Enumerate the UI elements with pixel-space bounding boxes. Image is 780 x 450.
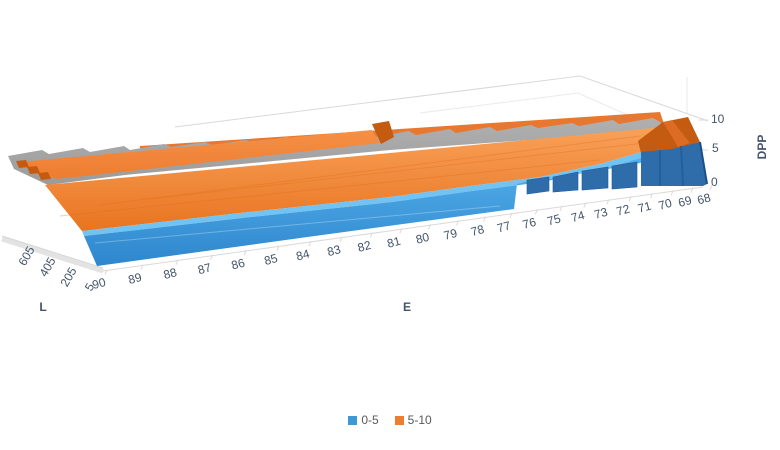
x-tick bbox=[483, 216, 487, 222]
x-tick bbox=[534, 209, 538, 215]
x-tick bbox=[606, 199, 610, 205]
z-axis-label: 5 bbox=[712, 141, 719, 155]
surface-end-cap-blue bbox=[641, 142, 707, 186]
depth-axis-title: L bbox=[39, 300, 46, 314]
z-axis-title: DPP bbox=[755, 135, 769, 160]
x-axis-line bbox=[102, 186, 704, 272]
surface bbox=[8, 112, 708, 266]
x-axis-label: 90 bbox=[91, 275, 108, 292]
legend-label: 5-10 bbox=[407, 413, 432, 427]
x-axis-label: 81 bbox=[386, 234, 403, 251]
x-axis-label: 88 bbox=[162, 265, 179, 282]
surface-band-0-5 bbox=[84, 156, 649, 266]
x-axis-label: 78 bbox=[469, 222, 486, 239]
z-axis-labels: 0 5 10 bbox=[711, 112, 725, 189]
chart-legend: 0-5 5-10 bbox=[0, 413, 780, 427]
x-tick bbox=[243, 249, 247, 256]
x-axis-label: 71 bbox=[636, 199, 653, 216]
surface-band-boundary-highlight bbox=[82, 151, 647, 236]
x-tick bbox=[690, 187, 694, 193]
surface-slope-streaks bbox=[59, 135, 646, 217]
x-axis-label: 68 bbox=[696, 190, 713, 207]
x-axis-label: 86 bbox=[230, 256, 247, 273]
z-axis-label: 0 bbox=[711, 175, 718, 189]
floor-edge bbox=[1, 235, 104, 274]
legend-swatch-icon bbox=[394, 415, 404, 425]
x-tick bbox=[308, 240, 312, 247]
x-axis-ticks bbox=[104, 184, 713, 275]
x-axis-label: 75 bbox=[546, 211, 563, 228]
x-axis-label: 83 bbox=[326, 242, 343, 259]
legend-item-5-10[interactable]: 5-10 bbox=[394, 413, 432, 427]
legend-label: 0-5 bbox=[361, 413, 379, 427]
surface-gray-plateau bbox=[8, 118, 666, 185]
x-tick bbox=[140, 264, 144, 270]
surface-band-5-10 bbox=[45, 127, 664, 231]
x-tick bbox=[104, 269, 108, 275]
surface-end-cap-right-edge bbox=[699, 141, 708, 185]
x-tick bbox=[709, 184, 713, 191]
x-axis-label: 84 bbox=[295, 246, 312, 263]
x-tick bbox=[456, 220, 459, 226]
x-tick bbox=[428, 224, 432, 230]
x-tick bbox=[369, 232, 373, 238]
x-tick bbox=[276, 245, 280, 251]
surface-blue-streak bbox=[94, 205, 501, 244]
x-tick bbox=[559, 205, 563, 212]
x-axis-label: 77 bbox=[496, 218, 513, 235]
surface-end-cap-orange-sheen bbox=[663, 120, 690, 147]
x-axis-label: 80 bbox=[414, 230, 431, 247]
surface-valley-endcap-dark-orange bbox=[372, 121, 394, 144]
x-axis-label: 70 bbox=[657, 196, 674, 213]
depth-axis-label: 205 bbox=[57, 265, 79, 290]
x-axis-label: 87 bbox=[196, 260, 213, 277]
x-tick bbox=[670, 190, 674, 196]
x-axis-label: 85 bbox=[263, 251, 280, 268]
z-axis-label: 10 bbox=[711, 112, 725, 126]
x-axis-label: 72 bbox=[615, 202, 632, 219]
x-axis-label: 76 bbox=[521, 215, 538, 232]
legend-item-0-5[interactable]: 0-5 bbox=[348, 413, 379, 427]
x-tick bbox=[583, 202, 587, 208]
x-axis-label: 74 bbox=[570, 208, 587, 225]
x-axis-label: 89 bbox=[127, 270, 144, 287]
x-tick bbox=[175, 259, 179, 265]
x-tick bbox=[339, 236, 343, 242]
surface-steps bbox=[526, 161, 638, 195]
x-tick bbox=[210, 254, 214, 260]
x-axis-label: 73 bbox=[593, 205, 610, 222]
x-axis-labels: 90 89 88 87 86 85 84 83 82 81 80 79 78 77 76 75 74 73 72 71… bbox=[91, 190, 713, 292]
x-tick bbox=[399, 228, 403, 234]
x-tick bbox=[509, 212, 513, 219]
x-axis-title: E bbox=[403, 300, 411, 314]
x-axis-label: 79 bbox=[442, 226, 459, 243]
legend-swatch-icon bbox=[348, 415, 358, 425]
x-tick bbox=[650, 193, 654, 199]
surface-valley-left-steps bbox=[16, 160, 51, 180]
x-axis-label: 69 bbox=[677, 193, 694, 210]
x-axis-label: 82 bbox=[356, 238, 373, 255]
surface-valley-strip-orange bbox=[20, 130, 380, 179]
surface-end-cap-blue-edges bbox=[659, 145, 684, 187]
x-tick bbox=[628, 196, 632, 202]
